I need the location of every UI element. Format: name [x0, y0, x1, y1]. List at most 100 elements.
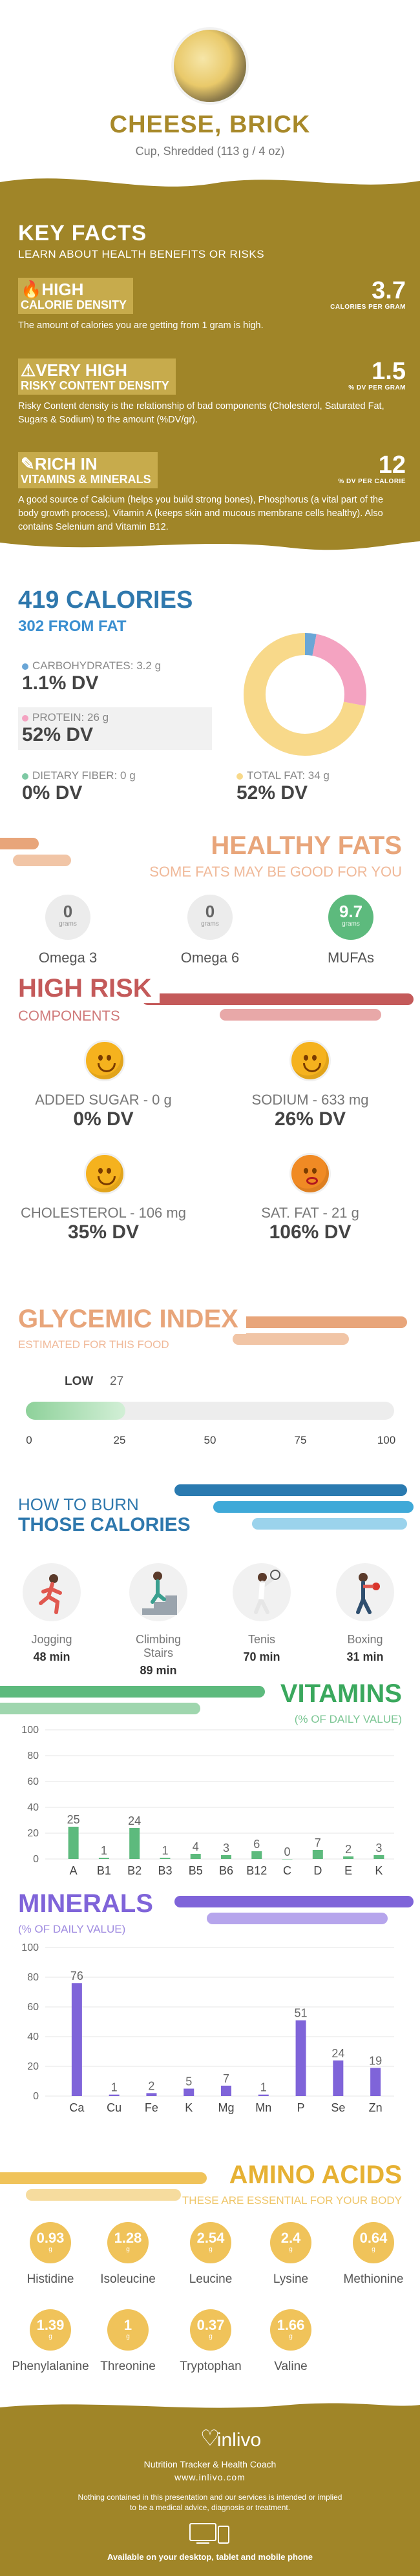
y-tick-label: 80 [27, 1972, 39, 1983]
amino-value: 0.93 [36, 2230, 65, 2246]
risk-label: SODIUM - 633 mg [251, 1092, 369, 1108]
fact-name: VITAMINS & MINERALS [21, 473, 151, 486]
category-label: B12 [246, 1864, 267, 1877]
bar [221, 2085, 231, 2096]
nutrient-value: 0% DV [22, 782, 83, 804]
glycemic-value: 27 [110, 1375, 124, 1388]
category-label: D [313, 1864, 322, 1877]
y-tick-label: 0 [33, 2091, 39, 2102]
glycemic-title: GLYCEMIC INDEX [18, 1305, 246, 1334]
risk-value: 26% DV [274, 1108, 346, 1130]
fact-value: 3.7 [372, 277, 406, 304]
bar [146, 2093, 157, 2096]
decor-stripe [142, 993, 414, 1005]
nutrient-carbs: CARBOHYDRATES: 3.2 g 1.1% DV [18, 656, 212, 698]
vitamins-section: VITAMINS (% OF DAILY VALUE) 0 20 40 60 80 100… [0, 1679, 420, 1899]
decor-stripe [26, 2189, 181, 2201]
fact-description: Risky Content density is the relationshi… [18, 401, 384, 425]
bar-value-label: 3 [375, 1842, 382, 1854]
amino-value: 1.39 [36, 2317, 65, 2333]
decor-stripe [174, 1896, 414, 1907]
glycemic-tick: 50 [204, 1434, 216, 1446]
bar-value-label: 19 [369, 2054, 382, 2067]
risk-value: 106% DV [269, 1221, 352, 1243]
key-facts-section: KEY FACTS LEARN ABOUT HEALTH BENEFITS OR… [0, 194, 420, 556]
brand-url[interactable]: www.inlivo.com [174, 2472, 246, 2482]
amino-unit: g [209, 2246, 213, 2253]
category-label: P [297, 2101, 305, 2114]
fat-circle-mufas: 9.7 grams [328, 895, 373, 940]
bar [184, 2088, 194, 2096]
key-facts-title: KEY FACTS [18, 221, 147, 245]
bar-value-label: 0 [284, 1845, 291, 1858]
fat-value: 0 [205, 902, 215, 921]
amino-label: Valine [274, 2360, 308, 2373]
decor-stripe [220, 1009, 381, 1021]
amino-unit: g [126, 2246, 130, 2253]
bar [221, 1855, 231, 1859]
glycemic-track [26, 1402, 394, 1420]
activity-label: Climbing Stairs [135, 1633, 182, 1659]
risk-added-sugar: ADDED SUGAR - 0 g 0% DV [19, 1092, 187, 1130]
glycemic-subtitle: ESTIMATED FOR THIS FOOD [18, 1338, 169, 1351]
bar-value-label: 3 [223, 1842, 229, 1854]
fact-number: 3.7 CALORIES PER GRAM [330, 278, 406, 311]
amino-unit: g [48, 2246, 52, 2253]
fat-circle-omega6: 0 grams [187, 895, 233, 940]
category-label: E [344, 1864, 352, 1877]
bar [98, 1858, 109, 1859]
bar [160, 1858, 171, 1859]
high-risk-subtitle: COMPONENTS [18, 1008, 120, 1024]
burn-section: HOW TO BURN THOSE CALORIES Jogging 48 mi… [0, 1479, 420, 1692]
high-risk-section: HIGH RISK COMPONENTS ADDED SUGAR - 0 g 0… [0, 969, 420, 1279]
glycemic-section: GLYCEMIC INDEX ESTIMATED FOR THIS FOOD L… [0, 1305, 420, 1473]
bar-value-label: 1 [111, 2081, 118, 2094]
header-wave [0, 178, 420, 195]
nutrient-value: 52% DV [236, 782, 308, 804]
bar [343, 1856, 354, 1859]
vitamins-chart: 0 20 40 60 80 100 25 A 1 B1 24 B2 1 B3 4 B5 3 B6 6 B12 0 C 7 D 2… [21, 1725, 394, 1877]
activity-value: 70 min [243, 1650, 280, 1663]
category-label: K [185, 2101, 193, 2114]
amino-unit: g [126, 2333, 130, 2340]
fire-icon: 🔥 [21, 280, 42, 299]
nutrient-protein: PROTEIN: 26 g 52% DV [18, 707, 212, 750]
food-photo [171, 27, 249, 105]
tennis-icon [233, 1563, 291, 1621]
fat-dot-icon [236, 773, 243, 780]
bar [370, 2068, 381, 2096]
fiber-dot-icon [22, 773, 28, 780]
amino-subtitle: THESE ARE ESSENTIAL FOR YOUR BODY [182, 2194, 402, 2207]
minerals-chart: 0 20 40 60 80 100 76 Ca 1 Cu 2 Fe 5 K 7 Mg 1 Mn 51 P 24 Se 19 Z… [21, 1942, 394, 2114]
decor-stripe [0, 838, 39, 849]
decor-stripe [13, 855, 71, 866]
nutrient-label: DIETARY FIBER: 0 g [32, 769, 136, 782]
glycemic-tick: 75 [294, 1434, 307, 1446]
fact-risky-content: ⚠VERY HIGH RISKY CONTENT DENSITY 1.5 % D… [18, 358, 406, 427]
fat-value: 9.7 [339, 902, 363, 921]
glycemic-level: LOW [65, 1375, 94, 1388]
donut-slice-protein [244, 633, 366, 756]
risk-cholesterol: CHOLESTEROL - 106 mg 35% DV [19, 1205, 187, 1243]
donut-slice-fat [244, 633, 366, 756]
category-label: B5 [189, 1864, 203, 1877]
amino-circle: 1.28 g [107, 2222, 149, 2263]
risk-value: 0% DV [73, 1108, 134, 1130]
decor-stripe [252, 1518, 407, 1530]
glycemic-tick: 0 [26, 1434, 32, 1446]
bar [258, 2094, 269, 2096]
amino-label: Isoleucine [100, 2272, 156, 2286]
bar-value-label: 2 [148, 2079, 154, 2092]
calories-section: 419 CALORIES 302 FROM FAT CARBOHYDRATES:… [0, 568, 420, 820]
amino-label: Lysine [273, 2272, 309, 2286]
glycemic-tick: 100 [377, 1434, 396, 1446]
risk-label: CHOLESTEROL - 106 mg [21, 1205, 186, 1221]
minerals-title: MINERALS [18, 1889, 161, 1918]
minerals-section: MINERALS (% OF DAILY VALUE) 0 20 40 60 80 100… [0, 1889, 420, 2148]
stairs-icon [129, 1563, 187, 1621]
risk-label: ADDED SUGAR - 0 g [35, 1092, 172, 1108]
y-tick-label: 60 [27, 1776, 39, 1787]
y-tick-label: 20 [27, 2061, 39, 2072]
amino-unit: g [48, 2333, 52, 2340]
smiley-icon [84, 1040, 125, 1081]
